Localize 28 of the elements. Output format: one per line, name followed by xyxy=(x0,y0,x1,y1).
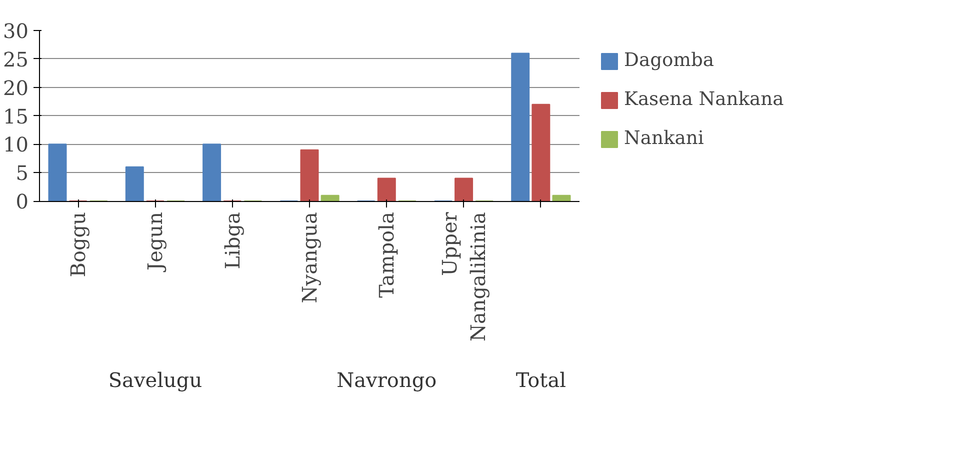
bar xyxy=(48,144,67,202)
text: Total xyxy=(516,368,566,392)
y-tick-label: 25 xyxy=(3,47,29,72)
x-tick-label: Libga xyxy=(220,212,244,270)
text: Savelugu xyxy=(108,368,202,392)
y-tick-label: 20 xyxy=(3,76,29,100)
bar xyxy=(320,194,340,202)
bar xyxy=(454,178,474,202)
y-tick-label: 5 xyxy=(16,161,29,186)
legend-label: Kasena Nankana xyxy=(624,89,784,110)
bar xyxy=(202,144,222,202)
y-tick-label: 0 xyxy=(16,190,29,214)
y-tick-label: 10 xyxy=(3,132,29,157)
x-tick-label: Boggu xyxy=(66,212,90,278)
bar xyxy=(125,166,144,202)
y-tick-label: 30 xyxy=(3,19,29,43)
x-tick-label: Nyangua xyxy=(298,212,322,304)
x-tick-label: Jegun xyxy=(143,212,168,272)
text: Navrongo xyxy=(336,368,437,392)
x-tick-label: Upper Nangalikinia xyxy=(437,212,490,342)
y-tick-label: 15 xyxy=(3,104,29,128)
bar xyxy=(511,52,530,202)
x-tick-label: Tampola xyxy=(374,212,399,298)
bar xyxy=(300,149,319,202)
legend-label: Dagomba xyxy=(624,50,714,71)
bar xyxy=(532,104,550,202)
bar xyxy=(377,178,396,202)
legend-label: Nankani xyxy=(624,128,704,149)
